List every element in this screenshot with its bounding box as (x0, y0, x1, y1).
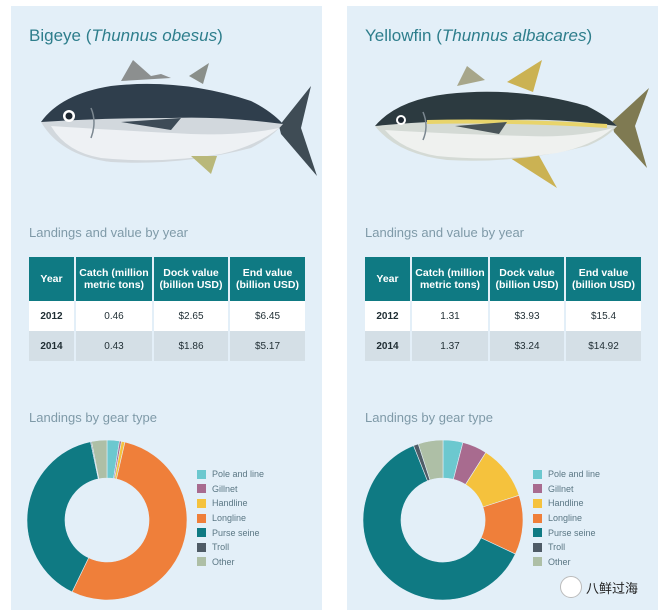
table-row: 2014 1.37 $3.24 $14.92 (365, 331, 641, 361)
legend-label: Purse seine (548, 527, 596, 538)
legend-item: Handline (533, 496, 600, 511)
column-header: Year (29, 257, 76, 301)
table-row: 2012 0.46 $2.65 $6.45 (29, 301, 305, 331)
legend-item: Handline (197, 496, 264, 511)
yellowfin-panel: Yellowfin (Thunnus albacares) Landings a… (347, 6, 658, 610)
troll-swatch (197, 542, 206, 552)
end-value-cell: $6.45 (229, 301, 305, 331)
legend-label: Longline (548, 513, 583, 524)
legend-item: Other (533, 555, 600, 570)
handline-swatch (197, 498, 206, 508)
donut-slice-purse-seine (26, 441, 99, 593)
column-header: Dock value (billion USD) (489, 257, 566, 301)
gillnet-swatch (533, 484, 542, 494)
common-name: Yellowfin (365, 26, 432, 45)
legend-item: Longline (533, 511, 600, 526)
landings-table: Year Catch (million metric tons) Dock va… (29, 257, 305, 361)
legend-item: Gillnet (197, 482, 264, 497)
purse-seine-swatch (197, 528, 206, 538)
pole-and-line-swatch (197, 469, 206, 479)
end-value-cell: $5.17 (229, 331, 305, 361)
legend-label: Purse seine (212, 527, 260, 538)
legend-item: Troll (197, 540, 264, 555)
longline-swatch (197, 513, 206, 523)
legend-item: Pole and line (197, 467, 264, 482)
legend-label: Gillnet (548, 483, 574, 494)
legend-label: Gillnet (212, 483, 238, 494)
legend-item: Purse seine (533, 525, 600, 540)
year-cell: 2014 (365, 331, 412, 361)
column-header: End value (billion USD) (565, 257, 641, 301)
year-cell: 2014 (29, 331, 76, 361)
catch-cell: 0.46 (75, 301, 154, 331)
donut-slice-longline (71, 441, 188, 601)
legend-label: Other (548, 556, 571, 567)
dock-value-cell: $3.93 (489, 301, 566, 331)
dock-value-cell: $1.86 (153, 331, 230, 361)
legend-label: Troll (548, 542, 566, 553)
catch-cell: 0.43 (75, 331, 154, 361)
column-header: Catch (million metric tons) (75, 257, 154, 301)
legend-label: Pole and line (548, 469, 601, 480)
common-name: Bigeye (29, 26, 81, 45)
landings-table: Year Catch (million metric tons) Dock va… (365, 257, 641, 361)
landings-value-label: Landings and value by year (29, 225, 189, 240)
bigeye-panel: Bigeye (Thunnus obesus) Landings and val… (11, 6, 322, 610)
table-row: 2012 1.31 $3.93 $15.4 (365, 301, 641, 331)
gear-legend: Pole and line Gillnet Handline Longline … (197, 467, 264, 569)
legend-item: Troll (533, 540, 600, 555)
legend-label: Troll (212, 542, 230, 553)
landings-value-label: Landings and value by year (365, 225, 525, 240)
legend-label: Handline (548, 498, 584, 509)
species-title: Yellowfin (Thunnus albacares) (365, 26, 593, 45)
column-header: Dock value (billion USD) (153, 257, 230, 301)
handline-swatch (533, 498, 542, 508)
yellowfin-tuna-illustration (375, 60, 649, 188)
pole-and-line-swatch (533, 469, 542, 479)
watermark: 八鲜过海 (560, 576, 638, 598)
bigeye-tuna-illustration (41, 60, 317, 176)
species-title: Bigeye (Thunnus obesus) (29, 26, 223, 45)
scientific-name: Thunnus obesus (91, 26, 218, 45)
donut-slice-other (91, 439, 108, 480)
other-swatch (533, 557, 542, 567)
column-header: End value (billion USD) (229, 257, 305, 301)
legend-label: Handline (212, 498, 248, 509)
column-header: Catch (million metric tons) (411, 257, 490, 301)
end-value-cell: $15.4 (565, 301, 641, 331)
end-value-cell: $14.92 (565, 331, 641, 361)
watermark-text: 八鲜过海 (586, 580, 639, 596)
catch-cell: 1.37 (411, 331, 490, 361)
legend-item: Pole and line (533, 467, 600, 482)
wechat-logo-icon (560, 576, 582, 598)
legend-item: Gillnet (533, 482, 600, 497)
table-row: 2014 0.43 $1.86 $5.17 (29, 331, 305, 361)
longline-swatch (533, 513, 542, 523)
dock-value-cell: $3.24 (489, 331, 566, 361)
catch-cell: 1.31 (411, 301, 490, 331)
purse-seine-swatch (533, 528, 542, 538)
legend-item: Longline (197, 511, 264, 526)
gear-type-label: Landings by gear type (365, 410, 493, 425)
gear-donut-chart (26, 439, 188, 601)
legend-item: Purse seine (197, 525, 264, 540)
gear-legend: Pole and line Gillnet Handline Longline … (533, 467, 600, 569)
year-cell: 2012 (365, 301, 412, 331)
dock-value-cell: $2.65 (153, 301, 230, 331)
legend-label: Longline (212, 513, 247, 524)
legend-label: Pole and line (212, 469, 265, 480)
donut-slice-purse-seine (362, 445, 516, 601)
year-cell: 2012 (29, 301, 76, 331)
legend-item: Other (197, 555, 264, 570)
legend-label: Other (212, 556, 235, 567)
other-swatch (197, 557, 206, 567)
scientific-name: Thunnus albacares (441, 26, 587, 45)
column-header: Year (365, 257, 412, 301)
troll-swatch (533, 542, 542, 552)
gear-type-label: Landings by gear type (29, 410, 157, 425)
gillnet-swatch (197, 484, 206, 494)
gear-donut-chart (362, 439, 524, 601)
donut-slice-other (417, 439, 444, 481)
